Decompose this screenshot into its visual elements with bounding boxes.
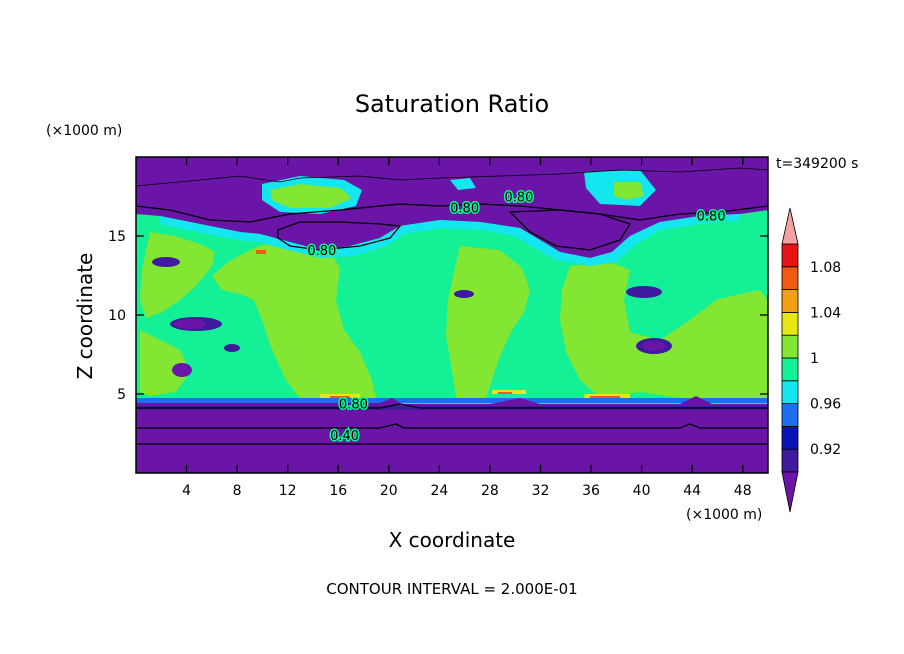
colorbar-under-triangle bbox=[781, 471, 799, 513]
contour-upper-loop bbox=[277, 221, 402, 251]
contour-upper-right-loop bbox=[508, 209, 631, 251]
contour-lines bbox=[136, 167, 768, 445]
contour-lower-040 bbox=[136, 423, 768, 429]
colorbar-label: 1.04 bbox=[810, 305, 841, 321]
colorbar-segment bbox=[781, 311, 799, 336]
patch-center bbox=[454, 290, 474, 298]
x-tick-label: 36 bbox=[582, 483, 600, 499]
colorbar-label: 0.96 bbox=[810, 397, 841, 413]
colorbar-label: 1 bbox=[810, 351, 819, 367]
x-tick-label: 4 bbox=[182, 483, 191, 499]
y-tick-label: 10 bbox=[108, 308, 126, 324]
region-center-right bbox=[446, 246, 530, 398]
upper-cloud-islands bbox=[262, 170, 656, 214]
x-axis-ticks: 4 8 12 16 20 24 28 32 36 40 44 48 bbox=[182, 157, 752, 499]
x-tick-label: 8 bbox=[233, 483, 242, 499]
colorbar-segment bbox=[781, 425, 799, 450]
x-tick-label: 12 bbox=[279, 483, 297, 499]
x-tick-label: 28 bbox=[481, 483, 499, 499]
time-label: t=349200 s bbox=[776, 156, 858, 172]
mid-dry-patches bbox=[152, 257, 672, 377]
contour-label: 0.80 bbox=[697, 209, 726, 224]
chart-title: Saturation Ratio bbox=[355, 90, 549, 118]
contour-label: 0.80 bbox=[307, 244, 336, 259]
contour-upper-thin bbox=[136, 167, 768, 187]
lower-dry-layer bbox=[136, 396, 768, 473]
region-center-left bbox=[212, 240, 376, 398]
streak-6 bbox=[590, 396, 620, 398]
colorbar-label: 0.92 bbox=[810, 442, 841, 458]
contour-label-group: 0.80 0.40 0.80 0.80 0.80 0.80 bbox=[306, 189, 727, 446]
y-tick-label: 15 bbox=[108, 229, 126, 245]
y-axis-title: Z coordinate bbox=[73, 253, 97, 380]
colorbar-segment bbox=[781, 357, 799, 382]
y-unit-label: (×1000 m) bbox=[46, 123, 122, 139]
island-top-cyan bbox=[450, 178, 476, 190]
y-tick-label: 5 bbox=[117, 387, 126, 403]
colorbar-segment bbox=[781, 448, 799, 473]
colorbar-label: 1.08 bbox=[810, 260, 841, 276]
region-right bbox=[560, 262, 768, 398]
region-left-lower bbox=[140, 330, 190, 396]
patch-left-2 bbox=[172, 363, 192, 377]
streak-7 bbox=[256, 250, 266, 254]
contour-lower-080 bbox=[136, 403, 768, 409]
supersaturated-streaks bbox=[256, 250, 630, 398]
x-tick-label: 48 bbox=[734, 483, 752, 499]
colorbar-segment bbox=[781, 289, 799, 313]
x-tick-label: 40 bbox=[633, 483, 651, 499]
patch-left-3 bbox=[152, 257, 180, 267]
x-tick-label: 24 bbox=[430, 483, 448, 499]
colorbar-over-triangle bbox=[781, 207, 799, 245]
contour-upper-main bbox=[136, 203, 768, 223]
x-tick-label: 44 bbox=[683, 483, 701, 499]
colorbar: 0.92 0.96 1 1.04 1.08 bbox=[781, 207, 841, 513]
contour-label: 0.80 bbox=[505, 191, 534, 206]
y-axis-ticks: 5 10 15 bbox=[108, 229, 768, 403]
patch-right-1 bbox=[626, 286, 662, 298]
contour-label: 0.40 bbox=[330, 429, 359, 444]
x-tick-label: 20 bbox=[380, 483, 398, 499]
upper-cyan-fringe bbox=[160, 214, 740, 266]
colorbar-segment bbox=[781, 403, 799, 427]
patch-left-4 bbox=[224, 344, 240, 352]
lower-cyan-fringe bbox=[136, 398, 768, 403]
island-left-green bbox=[270, 184, 352, 208]
colorbar-segment bbox=[781, 334, 799, 359]
colorbar-segment bbox=[781, 266, 799, 290]
saturation-field: 0.80 0.40 0.80 0.80 0.80 0.80 bbox=[136, 157, 768, 473]
streak-4 bbox=[498, 392, 512, 394]
contour-interval-footer: CONTOUR INTERVAL = 2.000E-01 bbox=[326, 580, 577, 598]
colorbar-segment bbox=[781, 380, 799, 404]
patch-left-1-core bbox=[174, 319, 206, 329]
streak-2 bbox=[330, 396, 350, 398]
island-right-green bbox=[614, 182, 644, 200]
x-unit-label: (×1000 m) bbox=[686, 507, 762, 523]
x-axis-title: X coordinate bbox=[389, 528, 516, 552]
x-tick-label: 32 bbox=[532, 483, 550, 499]
x-tick-label: 16 bbox=[329, 483, 347, 499]
patch-right-2-core bbox=[642, 341, 666, 351]
contour-label: 0.80 bbox=[450, 202, 479, 217]
region-left-upper bbox=[140, 232, 215, 318]
contour-label: 0.80 bbox=[339, 397, 368, 412]
colorbar-segment bbox=[781, 243, 799, 268]
